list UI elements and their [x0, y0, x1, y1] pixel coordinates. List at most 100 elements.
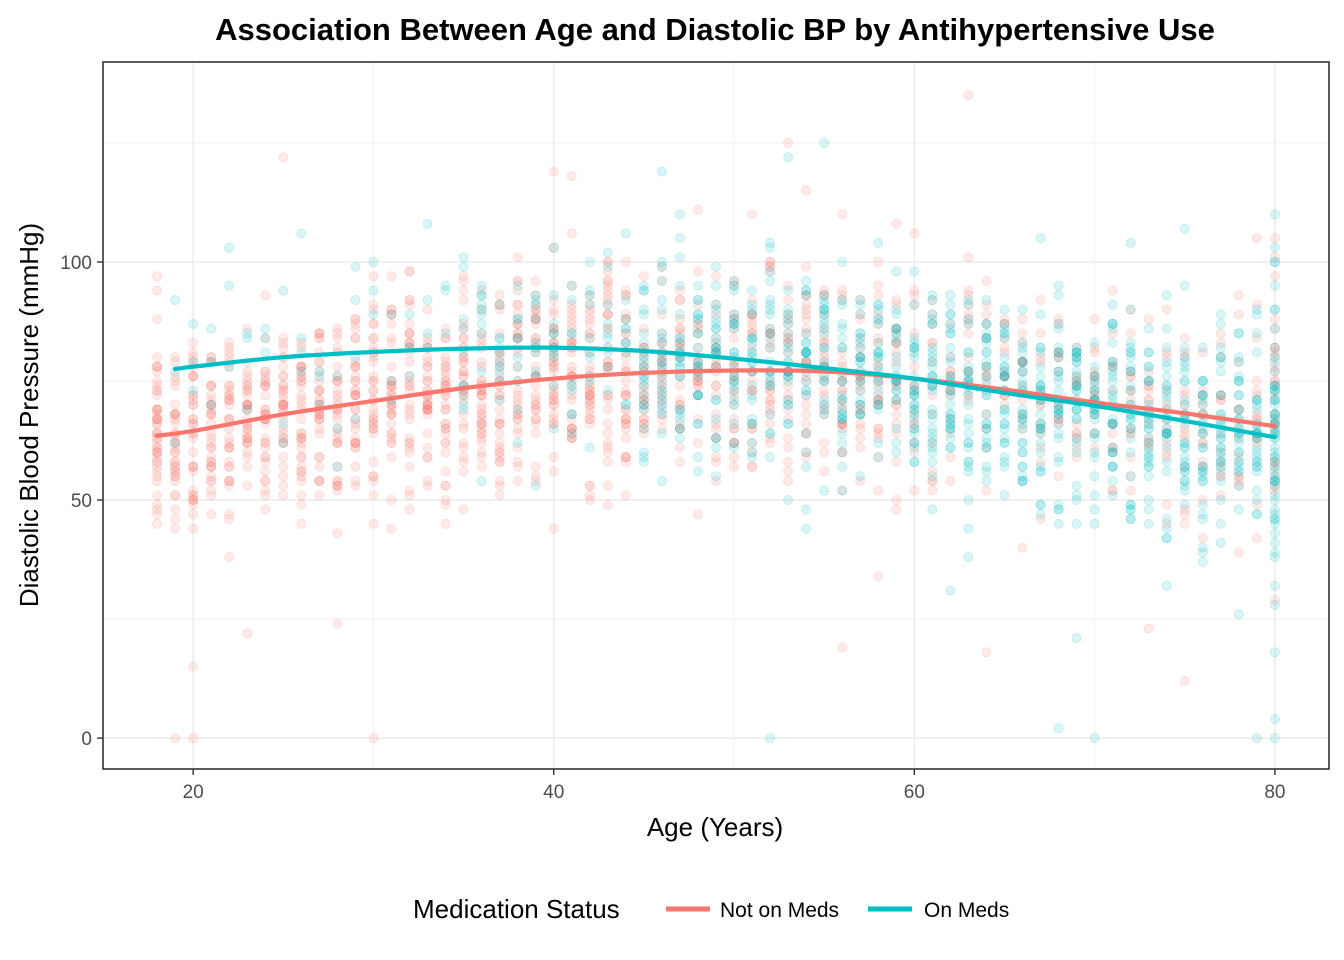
- data-point: [584, 395, 595, 406]
- data-point: [1035, 423, 1046, 434]
- data-point: [152, 390, 163, 401]
- data-point: [891, 428, 902, 439]
- data-point: [602, 323, 613, 334]
- data-point: [729, 323, 740, 334]
- data-point: [783, 442, 794, 453]
- data-point: [476, 366, 487, 377]
- data-point: [278, 428, 289, 439]
- data-point: [170, 437, 181, 448]
- data-point: [332, 333, 343, 344]
- data-point: [963, 366, 974, 377]
- data-point: [729, 399, 740, 410]
- data-point: [584, 318, 595, 329]
- data-point: [1053, 314, 1064, 325]
- data-point: [152, 380, 163, 391]
- data-point: [224, 480, 235, 491]
- data-point: [711, 380, 722, 391]
- data-point: [548, 366, 559, 377]
- data-point: [170, 504, 181, 515]
- data-point: [278, 380, 289, 391]
- data-point: [873, 399, 884, 410]
- data-point: [1233, 404, 1244, 415]
- data-point: [440, 499, 451, 510]
- data-point: [152, 414, 163, 425]
- data-point: [855, 352, 866, 363]
- data-point: [1017, 461, 1028, 472]
- data-point: [837, 485, 848, 496]
- data-point: [512, 318, 523, 329]
- data-point: [765, 385, 776, 396]
- data-point: [440, 361, 451, 372]
- data-point: [1251, 347, 1262, 358]
- data-point: [584, 390, 595, 401]
- data-point: [404, 328, 415, 339]
- data-point: [1071, 352, 1082, 363]
- data-point: [602, 285, 613, 296]
- data-point: [620, 228, 631, 239]
- data-point: [1251, 404, 1262, 415]
- data-point: [1197, 385, 1208, 396]
- data-point: [602, 390, 613, 401]
- data-point: [963, 371, 974, 382]
- data-point: [620, 256, 631, 267]
- data-point: [512, 314, 523, 325]
- data-point: [422, 480, 433, 491]
- data-point: [891, 437, 902, 448]
- data-point: [296, 342, 307, 353]
- data-point: [476, 290, 487, 301]
- data-point: [674, 409, 685, 420]
- data-point: [1269, 342, 1280, 353]
- data-point: [494, 304, 505, 315]
- data-point: [1017, 337, 1028, 348]
- data-point: [1161, 437, 1172, 448]
- data-point: [260, 323, 271, 334]
- legend-title: Medication Status: [413, 894, 620, 924]
- data-point: [188, 418, 199, 429]
- data-point: [314, 366, 325, 377]
- data-point: [440, 437, 451, 448]
- data-point: [963, 437, 974, 448]
- data-point: [314, 475, 325, 486]
- data-point: [1233, 452, 1244, 463]
- data-point: [566, 433, 577, 444]
- data-point: [584, 361, 595, 372]
- data-point: [729, 309, 740, 320]
- data-point: [1035, 399, 1046, 410]
- data-point: [350, 437, 361, 448]
- data-point: [1017, 366, 1028, 377]
- data-point: [1251, 509, 1262, 520]
- data-point: [819, 309, 830, 320]
- data-point: [638, 328, 649, 339]
- data-point: [945, 442, 956, 453]
- data-point: [981, 647, 992, 658]
- data-point: [729, 276, 740, 287]
- data-point: [1233, 547, 1244, 558]
- data-point: [152, 437, 163, 448]
- data-point: [711, 280, 722, 291]
- data-point: [602, 428, 613, 439]
- data-point: [1125, 428, 1136, 439]
- data-point: [566, 409, 577, 420]
- data-point: [494, 371, 505, 382]
- data-point: [440, 404, 451, 415]
- data-point: [188, 466, 199, 477]
- data-point: [729, 437, 740, 448]
- data-point: [783, 495, 794, 506]
- data-point: [1179, 352, 1190, 363]
- data-point: [674, 456, 685, 467]
- data-point: [1125, 366, 1136, 377]
- data-point: [386, 337, 397, 348]
- data-point: [1143, 495, 1154, 506]
- data-point: [1089, 361, 1100, 372]
- data-point: [1125, 452, 1136, 463]
- data-point: [1017, 475, 1028, 486]
- data-point: [819, 347, 830, 358]
- data-point: [765, 299, 776, 310]
- data-point: [891, 395, 902, 406]
- data-point: [981, 433, 992, 444]
- data-point: [548, 395, 559, 406]
- data-point: [692, 314, 703, 325]
- data-point: [819, 333, 830, 344]
- data-point: [837, 428, 848, 439]
- data-point: [602, 456, 613, 467]
